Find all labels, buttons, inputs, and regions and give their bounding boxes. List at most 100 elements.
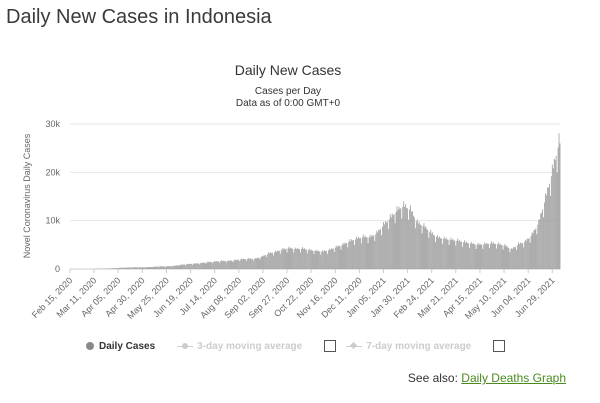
daily-case-bar[interactable] — [109, 268, 110, 269]
daily-case-bar[interactable] — [441, 244, 443, 269]
daily-case-bar[interactable] — [458, 241, 460, 269]
daily-case-bar[interactable] — [140, 267, 142, 269]
daily-case-bar[interactable] — [106, 268, 108, 269]
daily-case-bar[interactable] — [177, 265, 179, 269]
daily-case-bar[interactable] — [462, 246, 463, 269]
daily-case-bar[interactable] — [133, 267, 135, 269]
daily-case-bar[interactable] — [422, 225, 424, 269]
checkbox-7day-average[interactable] — [493, 340, 506, 352]
daily-case-bar[interactable] — [532, 233, 534, 269]
daily-case-bar[interactable] — [492, 243, 493, 269]
daily-case-bar[interactable] — [467, 243, 469, 269]
daily-case-bar[interactable] — [414, 228, 416, 269]
daily-case-bar[interactable] — [534, 229, 536, 269]
daily-case-bar[interactable] — [361, 237, 363, 269]
daily-case-bar[interactable] — [316, 251, 318, 269]
daily-case-bar[interactable] — [231, 260, 233, 269]
daily-case-bar[interactable] — [121, 267, 123, 269]
daily-case-bar[interactable] — [350, 241, 352, 269]
daily-case-bar[interactable] — [304, 249, 306, 269]
daily-case-bar[interactable] — [554, 159, 556, 269]
daily-case-bar[interactable] — [485, 244, 487, 269]
daily-case-bar[interactable] — [344, 242, 346, 269]
daily-case-bar[interactable] — [117, 268, 119, 269]
daily-case-bar[interactable] — [384, 224, 385, 269]
daily-case-bar[interactable] — [434, 235, 435, 269]
daily-case-bar[interactable] — [223, 261, 225, 269]
daily-case-bar[interactable] — [546, 195, 547, 269]
daily-case-bar[interactable] — [279, 253, 281, 269]
daily-case-bar[interactable] — [228, 260, 230, 269]
daily-case-bar[interactable] — [526, 238, 528, 269]
daily-case-bar[interactable] — [233, 260, 235, 269]
daily-case-bar[interactable] — [543, 217, 544, 269]
daily-case-bar[interactable] — [510, 249, 512, 269]
daily-case-bar[interactable] — [193, 263, 194, 269]
daily-case-bar[interactable] — [390, 217, 392, 269]
daily-case-bar[interactable] — [371, 234, 373, 269]
daily-case-bar[interactable] — [447, 239, 449, 269]
daily-case-bar[interactable] — [130, 267, 132, 269]
daily-case-bar[interactable] — [153, 266, 155, 269]
daily-case-bar[interactable] — [389, 214, 391, 269]
daily-case-bar[interactable] — [189, 263, 190, 269]
daily-case-bar[interactable] — [309, 250, 311, 269]
daily-case-bar[interactable] — [440, 238, 441, 269]
daily-case-bar[interactable] — [321, 251, 323, 269]
daily-case-bar[interactable] — [360, 243, 362, 269]
daily-case-bar[interactable] — [470, 241, 472, 269]
daily-case-bar[interactable] — [483, 244, 485, 269]
daily-case-bar[interactable] — [341, 245, 343, 269]
daily-case-bar[interactable] — [444, 239, 446, 269]
daily-case-bar[interactable] — [326, 250, 327, 269]
daily-case-bar[interactable] — [382, 226, 383, 269]
daily-case-bar[interactable] — [162, 266, 163, 269]
daily-case-bar[interactable] — [468, 248, 470, 269]
daily-case-bar[interactable] — [527, 239, 529, 269]
daily-case-bar[interactable] — [113, 268, 114, 269]
daily-case-bar[interactable] — [332, 248, 334, 269]
daily-case-bar[interactable] — [211, 261, 213, 269]
daily-case-bar[interactable] — [446, 239, 448, 269]
daily-case-bar[interactable] — [488, 243, 490, 269]
daily-case-bar[interactable] — [303, 248, 304, 269]
daily-case-bar[interactable] — [241, 258, 243, 269]
daily-case-bar[interactable] — [522, 247, 524, 269]
daily-case-bar[interactable] — [342, 242, 344, 269]
daily-case-bar[interactable] — [552, 168, 554, 269]
daily-case-bar[interactable] — [466, 241, 467, 269]
daily-case-bar[interactable] — [195, 263, 196, 269]
daily-case-bar[interactable] — [465, 242, 466, 269]
daily-case-bar[interactable] — [311, 250, 313, 269]
daily-case-bar[interactable] — [353, 240, 354, 269]
daily-case-bar[interactable] — [283, 248, 285, 269]
daily-case-bar[interactable] — [405, 204, 407, 269]
daily-case-bar[interactable] — [535, 228, 537, 269]
daily-case-bar[interactable] — [440, 238, 442, 269]
daily-case-bar[interactable] — [276, 251, 277, 269]
daily-case-bar[interactable] — [261, 255, 263, 269]
daily-case-bar[interactable] — [558, 133, 560, 269]
daily-case-bar[interactable] — [480, 244, 482, 269]
daily-case-bar[interactable] — [107, 268, 108, 269]
daily-case-bar[interactable] — [194, 263, 195, 269]
daily-case-bar[interactable] — [368, 237, 370, 269]
daily-case-bar[interactable] — [401, 218, 403, 269]
daily-case-bar[interactable] — [178, 265, 180, 269]
daily-case-bar[interactable] — [513, 247, 515, 269]
daily-case-bar[interactable] — [124, 267, 126, 269]
daily-deaths-graph-link[interactable]: Daily Deaths Graph — [461, 371, 566, 385]
daily-case-bar[interactable] — [327, 253, 328, 269]
daily-case-bar[interactable] — [349, 239, 351, 269]
daily-case-bar[interactable] — [450, 237, 452, 269]
daily-case-bar[interactable] — [120, 267, 122, 269]
daily-case-bar[interactable] — [248, 258, 249, 269]
daily-case-bar[interactable] — [454, 240, 456, 269]
daily-case-bar[interactable] — [149, 267, 151, 269]
daily-case-bar[interactable] — [254, 258, 256, 269]
daily-case-bar[interactable] — [347, 247, 349, 269]
daily-case-bar[interactable] — [484, 242, 486, 269]
daily-case-bar[interactable] — [137, 267, 138, 269]
daily-case-bar[interactable] — [497, 242, 499, 269]
daily-case-bar[interactable] — [433, 234, 435, 269]
